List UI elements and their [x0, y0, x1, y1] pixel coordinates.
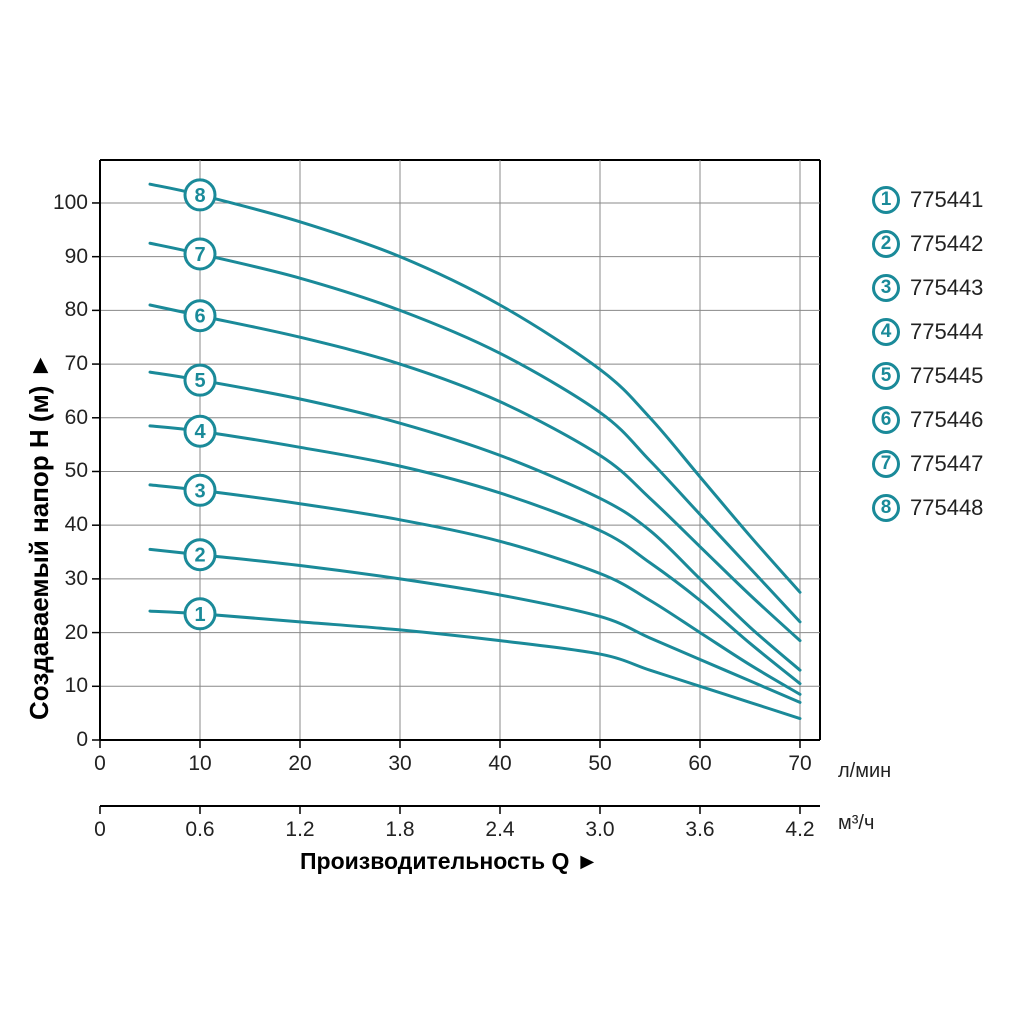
legend-item-3: 3 775443 — [872, 274, 983, 302]
x-tick-label-secondary: 3.6 — [680, 818, 720, 842]
x-tick-label-primary: 0 — [80, 752, 120, 776]
x-tick-label-primary: 60 — [680, 752, 720, 776]
legend-marker-icon: 6 — [872, 406, 900, 434]
y-tick-label: 100 — [38, 191, 88, 215]
legend: 1 775441 2 775442 3 775443 4 775444 5 775445 6 7754… — [872, 186, 983, 538]
x-tick-label-secondary: 1.2 — [280, 818, 320, 842]
x-tick-label-primary: 30 — [380, 752, 420, 776]
curve-marker-label-1: 1 — [194, 604, 205, 626]
legend-marker-icon: 1 — [872, 186, 900, 214]
x-tick-label-secondary: 0.6 — [180, 818, 220, 842]
x-tick-label-secondary: 3.0 — [580, 818, 620, 842]
y-tick-label: 0 — [38, 728, 88, 752]
legend-marker-icon: 7 — [872, 450, 900, 478]
curve-marker-label-7: 7 — [194, 244, 205, 266]
legend-item-6: 6 775446 — [872, 406, 983, 434]
curve-1 — [150, 611, 800, 718]
x-tick-label-primary: 20 — [280, 752, 320, 776]
y-tick-label: 70 — [38, 352, 88, 376]
chart-root: Создаваемый напор H (м) ► Производительн… — [0, 0, 1020, 1020]
legend-item-label: 775445 — [910, 363, 983, 389]
y-tick-label: 90 — [38, 245, 88, 269]
x-tick-label-secondary: 2.4 — [480, 818, 520, 842]
x-tick-label-primary: 50 — [580, 752, 620, 776]
legend-item-5: 5 775445 — [872, 362, 983, 390]
x-tick-label-secondary: 4.2 — [780, 818, 820, 842]
legend-item-label: 775443 — [910, 275, 983, 301]
legend-marker-icon: 3 — [872, 274, 900, 302]
y-tick-label: 60 — [38, 406, 88, 430]
curve-7 — [150, 243, 800, 622]
legend-item-label: 775444 — [910, 319, 983, 345]
legend-item-8: 8 775448 — [872, 494, 983, 522]
curve-marker-label-2: 2 — [194, 545, 205, 567]
legend-item-2: 2 775442 — [872, 230, 983, 258]
x-tick-label-secondary: 0 — [80, 818, 120, 842]
legend-item-7: 7 775447 — [872, 450, 983, 478]
curve-2 — [150, 549, 800, 702]
legend-item-1: 1 775441 — [872, 186, 983, 214]
legend-marker-icon: 5 — [872, 362, 900, 390]
legend-marker-icon: 2 — [872, 230, 900, 258]
legend-marker-icon: 8 — [872, 494, 900, 522]
curve-marker-label-6: 6 — [194, 306, 205, 328]
legend-item-label: 775447 — [910, 451, 983, 477]
x-tick-label-primary: 40 — [480, 752, 520, 776]
y-tick-label: 20 — [38, 621, 88, 645]
legend-item-4: 4 775444 — [872, 318, 983, 346]
legend-item-label: 775448 — [910, 495, 983, 521]
curve-marker-label-5: 5 — [194, 370, 205, 392]
curve-4 — [150, 426, 800, 684]
y-tick-label: 50 — [38, 459, 88, 483]
y-tick-label: 30 — [38, 567, 88, 591]
plot-svg: 1 2 3 4 5 6 7 8 — [0, 0, 1020, 1020]
x-tick-label-primary: 70 — [780, 752, 820, 776]
curve-marker-label-4: 4 — [194, 421, 206, 443]
x-tick-label-secondary: 1.8 — [380, 818, 420, 842]
legend-item-label: 775441 — [910, 187, 983, 213]
curve-5 — [150, 372, 800, 670]
legend-item-label: 775442 — [910, 231, 983, 257]
curve-marker-label-8: 8 — [194, 185, 205, 207]
legend-marker-icon: 4 — [872, 318, 900, 346]
y-tick-label: 40 — [38, 513, 88, 537]
y-tick-label: 80 — [38, 298, 88, 322]
x-tick-label-primary: 10 — [180, 752, 220, 776]
curve-marker-label-3: 3 — [194, 480, 205, 502]
y-tick-label: 10 — [38, 674, 88, 698]
legend-item-label: 775446 — [910, 407, 983, 433]
